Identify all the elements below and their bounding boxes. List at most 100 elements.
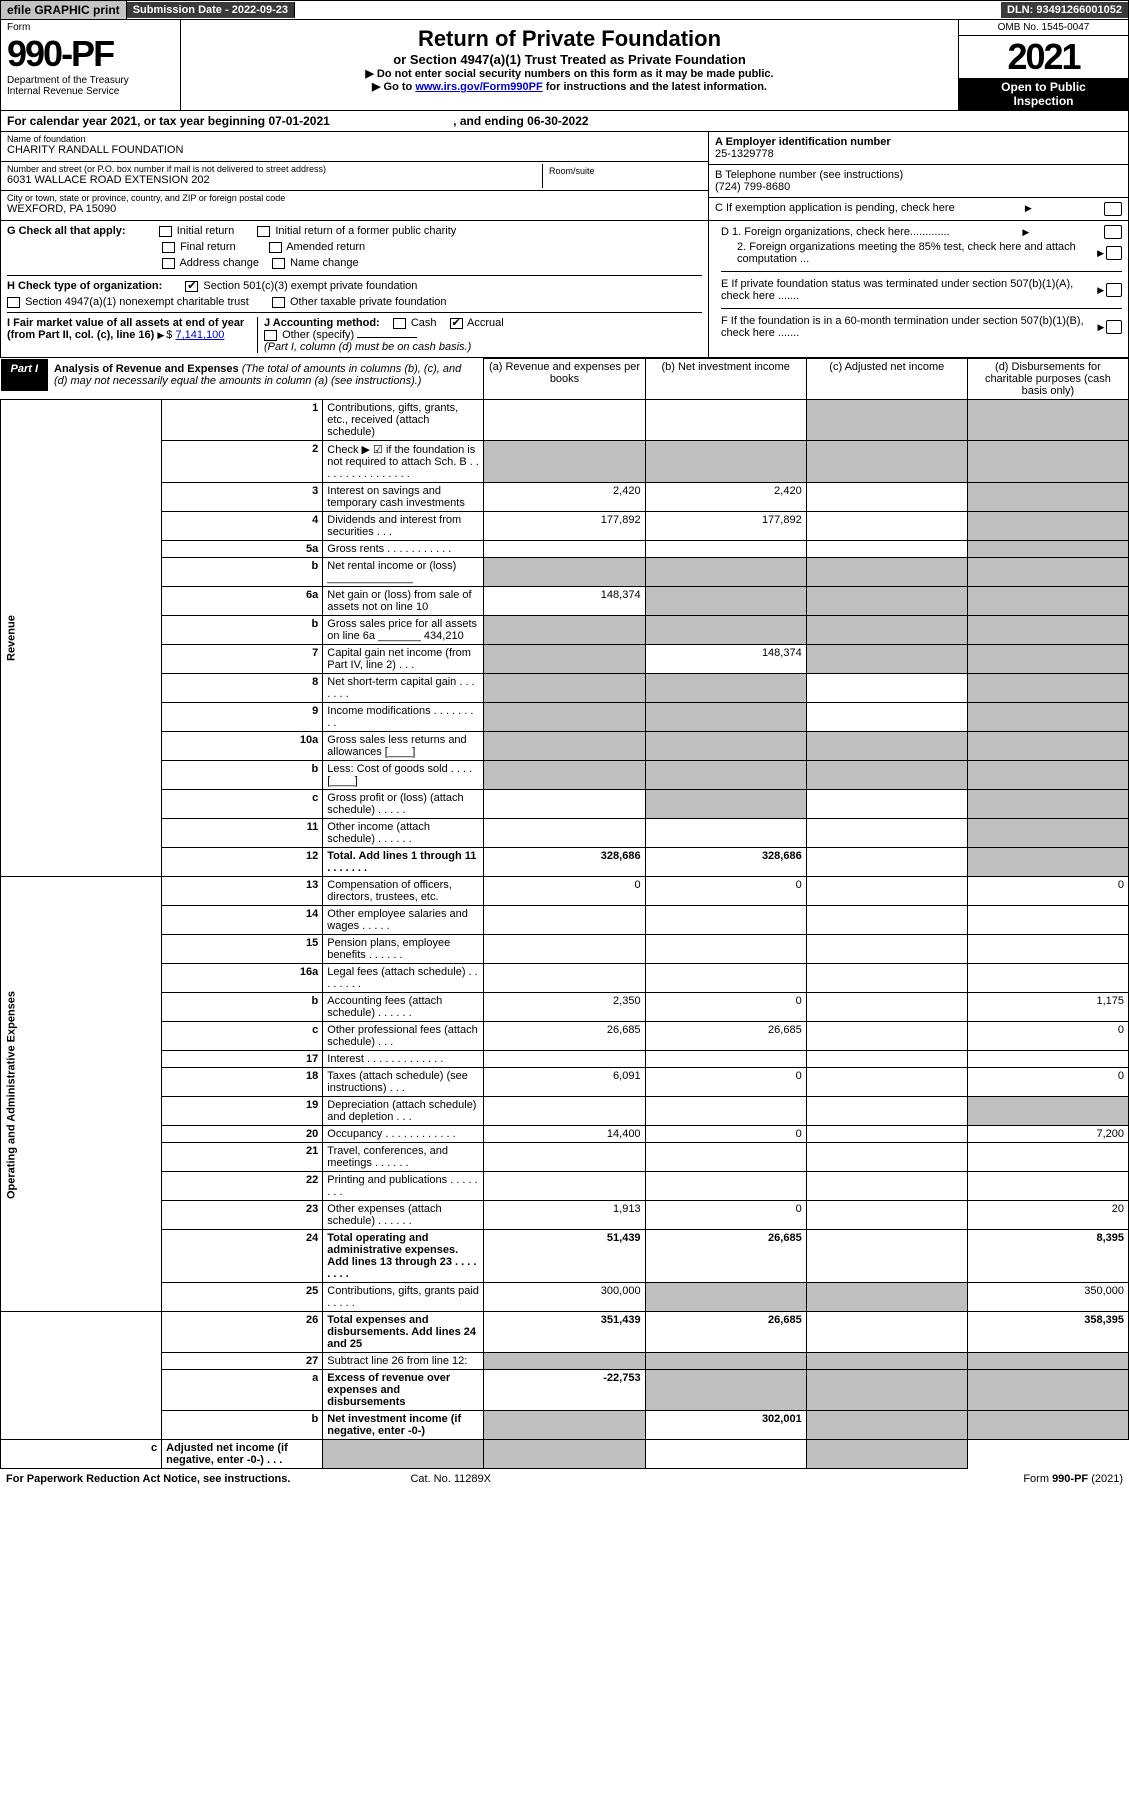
cell-dd xyxy=(967,732,1128,761)
cell-a: 26,685 xyxy=(484,1022,645,1051)
row-desc: Net investment income (if negative, ente… xyxy=(323,1411,484,1440)
cell-a: 2,350 xyxy=(484,993,645,1022)
cell-a xyxy=(484,541,645,558)
cell-a xyxy=(484,400,645,441)
row-desc: Other income (attach schedule) . . . . .… xyxy=(323,819,484,848)
form-ref: Form 990-PF (2021) xyxy=(1023,1473,1123,1485)
cell-dd xyxy=(967,906,1128,935)
row-desc: Check ▶ ☑ if the foundation is not requi… xyxy=(323,441,484,483)
checkbox-f[interactable] xyxy=(1106,320,1122,334)
row-desc: Total operating and administrative expen… xyxy=(323,1230,484,1283)
exemption-label: C If exemption application is pending, c… xyxy=(715,202,955,216)
checkbox-d1[interactable] xyxy=(1104,225,1122,239)
row-num: c xyxy=(162,1022,323,1051)
cell-dd: 8,395 xyxy=(967,1230,1128,1283)
cell-c xyxy=(806,1172,967,1201)
cell-b xyxy=(645,587,806,616)
row-desc: Gross sales less returns and allowances … xyxy=(323,732,484,761)
cell-dd xyxy=(967,674,1128,703)
fmv-link[interactable]: 7,141,100 xyxy=(175,329,224,341)
row-num: 17 xyxy=(162,1051,323,1068)
checkbox-final[interactable] xyxy=(162,242,175,253)
dept-treasury: Department of the Treasury xyxy=(7,75,174,86)
row-desc: Net short-term capital gain . . . . . . … xyxy=(323,674,484,703)
d2-label: 2. Foreign organizations meeting the 85%… xyxy=(737,241,1097,265)
cell-a xyxy=(484,1172,645,1201)
checkbox-cash[interactable] xyxy=(393,318,406,329)
cell-a xyxy=(484,819,645,848)
form-header: Form 990-PF Department of the Treasury I… xyxy=(0,20,1129,111)
cell-c xyxy=(806,1370,967,1411)
phone-value: (724) 799-8680 xyxy=(715,181,1122,193)
checkbox-d2[interactable] xyxy=(1106,246,1122,260)
cell-dd: 350,000 xyxy=(967,1283,1128,1312)
cell-b xyxy=(645,761,806,790)
part1-table: Part I Analysis of Revenue and Expenses … xyxy=(0,358,1129,1469)
row-desc: Other professional fees (attach schedule… xyxy=(323,1022,484,1051)
checkbox-501c3[interactable] xyxy=(185,281,198,292)
checkbox-4947[interactable] xyxy=(7,297,20,308)
cell-c xyxy=(806,674,967,703)
cell-dd xyxy=(967,616,1128,645)
row-num: 3 xyxy=(162,483,323,512)
efile-label[interactable]: efile GRAPHIC print xyxy=(1,1,127,19)
cell-b: 0 xyxy=(645,993,806,1022)
checkbox-amended[interactable] xyxy=(269,242,282,253)
cell-dd: 1,175 xyxy=(967,993,1128,1022)
row-num: b xyxy=(162,993,323,1022)
cell-dd: 0 xyxy=(967,877,1128,906)
open-public: Open to Public Inspection xyxy=(959,78,1128,110)
cell-dd: 0 xyxy=(967,1068,1128,1097)
instructions-link[interactable]: www.irs.gov/Form990PF xyxy=(415,81,542,93)
cell-a: 300,000 xyxy=(484,1283,645,1312)
cell-c xyxy=(806,1143,967,1172)
cell-c xyxy=(806,587,967,616)
f-label: F If the foundation is in a 60-month ter… xyxy=(721,315,1098,339)
cell-b xyxy=(645,1353,806,1370)
checkbox-initial[interactable] xyxy=(159,226,172,237)
cell-c xyxy=(806,441,967,483)
cell-a xyxy=(484,674,645,703)
row-num: b xyxy=(162,558,323,587)
cell-c xyxy=(645,1440,806,1469)
checkbox-addr-change[interactable] xyxy=(162,258,175,269)
cell-b xyxy=(645,964,806,993)
checkbox-c[interactable] xyxy=(1104,202,1122,216)
form-subtitle: or Section 4947(a)(1) Trust Treated as P… xyxy=(187,52,952,67)
cell-c xyxy=(806,935,967,964)
cell-b: 2,420 xyxy=(645,483,806,512)
cell-a xyxy=(484,441,645,483)
h-label: H Check type of organization: xyxy=(7,280,162,292)
row-num: 7 xyxy=(162,645,323,674)
row-desc: Subtract line 26 from line 12: xyxy=(323,1353,484,1370)
cell-dd xyxy=(967,703,1128,732)
checkbox-name-change[interactable] xyxy=(272,258,285,269)
cell-dd xyxy=(967,848,1128,877)
col-d-hdr: (d) Disbursements for charitable purpose… xyxy=(967,359,1128,400)
checkbox-accrual[interactable] xyxy=(450,318,463,329)
checkbox-other-method[interactable] xyxy=(264,330,277,341)
cell-a: -22,753 xyxy=(484,1370,645,1411)
cell-b xyxy=(645,541,806,558)
cell-b xyxy=(645,1097,806,1126)
row-num: 18 xyxy=(162,1068,323,1097)
checkbox-initial-former[interactable] xyxy=(257,226,270,237)
cell-dd xyxy=(967,1411,1128,1440)
row-desc: Income modifications . . . . . . . . . xyxy=(323,703,484,732)
col-a-hdr: (a) Revenue and expenses per books xyxy=(484,359,645,400)
cell-c xyxy=(806,1411,967,1440)
address: 6031 WALLACE ROAD EXTENSION 202 xyxy=(7,174,542,186)
checkbox-other-taxable[interactable] xyxy=(272,297,285,308)
arrow-icon xyxy=(1025,202,1034,216)
cell-dd xyxy=(967,1353,1128,1370)
row-desc: Gross profit or (loss) (attach schedule)… xyxy=(323,790,484,819)
checkbox-e[interactable] xyxy=(1106,283,1122,297)
row-num: 23 xyxy=(162,1201,323,1230)
cell-c xyxy=(806,1097,967,1126)
dept-irs: Internal Revenue Service xyxy=(7,86,174,97)
col-b-hdr: (b) Net investment income xyxy=(645,359,806,400)
addr-label: Number and street (or P.O. box number if… xyxy=(7,164,542,174)
row-desc: Gross rents . . . . . . . . . . . xyxy=(323,541,484,558)
cell-c xyxy=(806,558,967,587)
row-num: 25 xyxy=(162,1283,323,1312)
